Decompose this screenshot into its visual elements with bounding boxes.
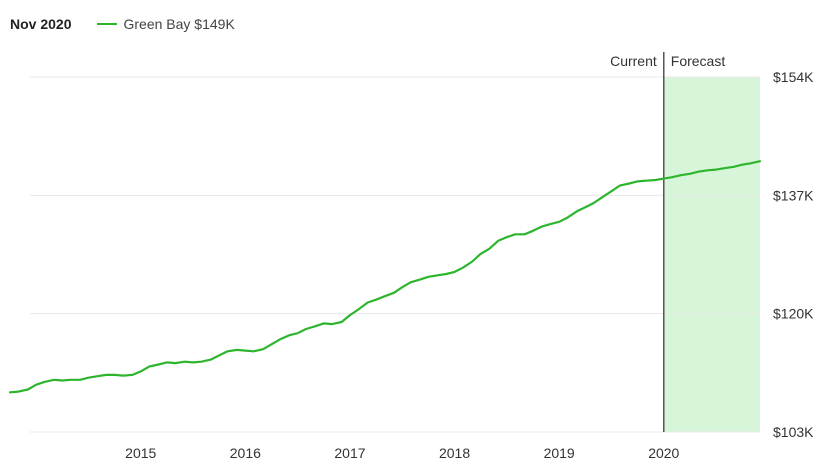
y-tick-label: $120K xyxy=(773,306,814,322)
grid-lines xyxy=(30,76,760,433)
legend-line-swatch-icon xyxy=(97,23,118,25)
series-line-green-bay[interactable] xyxy=(8,160,762,394)
y-axis-ticks: $103K $120K $137K $154K xyxy=(773,69,814,440)
y-tick-label: $137K xyxy=(773,187,814,203)
forecast-label: Forecast xyxy=(671,53,726,69)
forecast-region xyxy=(663,77,760,432)
x-tick-label: 2016 xyxy=(230,445,261,461)
y-tick-label: $103K xyxy=(773,424,814,440)
y-tick-label: $154K xyxy=(773,69,814,85)
x-axis-ticks: 2015 2016 2017 2018 2019 2020 xyxy=(125,445,679,461)
x-tick-label: 2020 xyxy=(648,445,679,461)
x-tick-label: 2015 xyxy=(125,445,156,461)
current-date-label: Nov 2020 xyxy=(10,16,72,32)
chart-legend: Nov 2020 Green Bay $149K xyxy=(10,14,235,34)
x-tick-label: 2018 xyxy=(439,445,470,461)
current-label: Current xyxy=(610,53,657,69)
legend-label: Green Bay $149K xyxy=(123,16,235,32)
legend-item-green-bay[interactable]: Green Bay $149K xyxy=(97,16,235,32)
x-tick-label: 2017 xyxy=(334,445,365,461)
x-tick-label: 2019 xyxy=(544,445,575,461)
